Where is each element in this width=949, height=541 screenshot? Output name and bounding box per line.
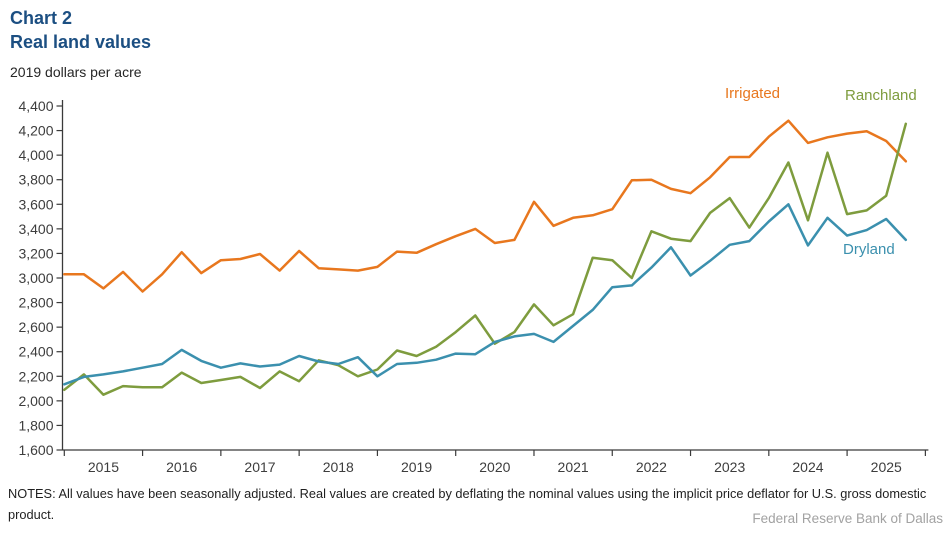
- y-axis-tick-label: 3,200: [18, 245, 53, 261]
- x-axis-tick-label: 2022: [636, 459, 667, 475]
- units-label: 2019 dollars per acre: [10, 64, 142, 80]
- x-axis-tick-label: 2025: [871, 459, 902, 475]
- ranchland-line: [63, 122, 908, 396]
- y-axis-tick-label: 4,400: [18, 98, 53, 114]
- source-attribution: Federal Reserve Bank of Dallas: [752, 511, 943, 526]
- notes: NOTES: All values have been seasonally a…: [8, 486, 927, 522]
- legend-label-dryland: Dryland: [843, 241, 895, 258]
- chart-title: Real land values: [10, 32, 152, 52]
- y-axis-tick-label: 2,800: [18, 295, 53, 311]
- x-axis-tick-label: 2018: [323, 459, 354, 475]
- x-axis-tick-label: 2019: [401, 459, 432, 475]
- chart-label: Chart 2: [10, 8, 73, 28]
- y-axis-tick-label: 3,400: [18, 221, 53, 237]
- irrigated-line: [63, 119, 908, 293]
- y-axis-tick-label: 4,200: [18, 123, 53, 139]
- x-axis-tick-label: 2017: [244, 459, 275, 475]
- y-axis-tick-label: 4,000: [18, 147, 53, 163]
- y-axis-tick-label: 3,000: [18, 270, 53, 286]
- y-axis-tick-label: 2,000: [18, 393, 53, 409]
- x-axis-tick-label: 2023: [714, 459, 745, 475]
- y-axis-tick-label: 1,600: [18, 442, 53, 458]
- y-axis-tick-label: 1,800: [18, 417, 53, 433]
- y-axis-tick-label: 3,800: [18, 172, 53, 188]
- y-axis-tick-label: 2,200: [18, 368, 53, 384]
- dryland-line: [63, 203, 908, 386]
- legend-label-ranchland: Ranchland: [845, 87, 917, 104]
- legend-label-irrigated: Irrigated: [725, 85, 781, 102]
- y-axis-tick-label: 3,600: [18, 196, 53, 212]
- x-axis-tick-label: 2024: [792, 459, 823, 475]
- y-axis-tick-label: 2,400: [18, 344, 53, 360]
- x-axis-tick-label: 2016: [166, 459, 197, 475]
- x-axis-tick-label: 2021: [558, 459, 589, 475]
- x-axis-tick-label: 2020: [479, 459, 510, 475]
- y-axis-tick-label: 2,600: [18, 319, 53, 335]
- x-axis-tick-label: 2015: [88, 459, 119, 475]
